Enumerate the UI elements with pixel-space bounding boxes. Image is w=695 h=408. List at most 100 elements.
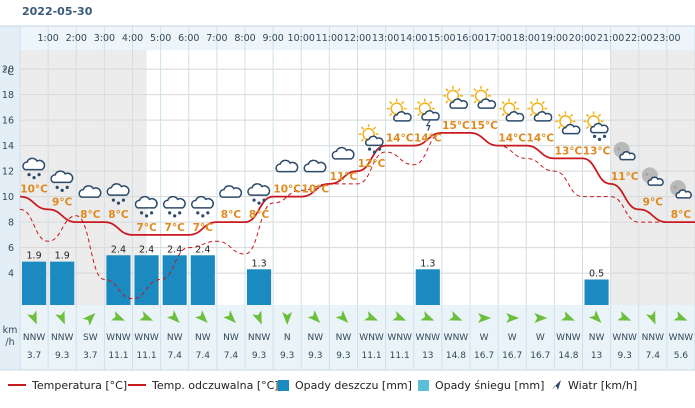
wind-direction: NW	[589, 333, 605, 343]
wind-unit-h: /h	[5, 337, 14, 348]
rain-bar	[247, 269, 272, 305]
y-axis-unit: °C	[3, 67, 15, 78]
temp-label: 8°C	[108, 209, 129, 221]
moon-crater	[645, 172, 649, 176]
legend-snow-label: Opady śniegu [mm]	[435, 378, 545, 392]
wind-arrow-shape	[110, 311, 125, 321]
wind-arrow-shape	[560, 311, 575, 321]
cloud-shape	[533, 111, 553, 122]
rain-drop	[377, 147, 382, 151]
hour-label: 23:00	[653, 33, 680, 44]
wind-speed: 9.3	[336, 351, 350, 361]
wind-speed: 7.4	[224, 351, 239, 361]
legend-snow-swatch	[418, 379, 429, 391]
wind-arrow-icon	[506, 313, 520, 323]
hour-label: 21:00	[597, 33, 624, 44]
cloud-shape	[590, 122, 609, 134]
rain-drop	[37, 173, 41, 177]
hour-label: 9:00	[262, 33, 283, 44]
temp-label: 13°C	[583, 145, 611, 157]
rain-drop	[55, 185, 59, 189]
rain-drop	[178, 211, 182, 215]
cloud-shape	[449, 98, 468, 109]
moon-cloud-icon	[613, 141, 636, 161]
temp-label: 11°C	[611, 171, 639, 183]
wind-direction: SW	[83, 333, 98, 343]
sun-ray	[485, 88, 489, 92]
cloud-rain-icon	[191, 195, 214, 218]
wind-arrow-icon	[27, 310, 37, 325]
legend-wind: Wiatr [km/h]	[550, 378, 637, 392]
wind-direction: NW	[167, 333, 183, 343]
hour-label: 16:00	[456, 33, 483, 44]
wind-speed: 9.3	[252, 351, 266, 361]
sun-cloud-icon	[555, 111, 581, 135]
cloud-shape	[331, 146, 355, 160]
legend-rain-swatch	[278, 379, 289, 391]
rain-drop	[121, 198, 126, 202]
feels-like-line	[19, 132, 695, 300]
wind-arrow-shape	[617, 311, 632, 321]
y-tick-label: 18	[2, 90, 14, 101]
cloud-shape	[393, 111, 412, 122]
wind-speed: 9.3	[308, 351, 322, 361]
sun-ray	[473, 100, 477, 104]
wind-arrow-icon	[55, 310, 65, 325]
wind-speed: 16.7	[530, 351, 550, 361]
wind-arrow-shape	[588, 310, 602, 323]
cloud-rain-icon	[50, 170, 74, 192]
wind-arrow-shape	[448, 311, 463, 321]
legend-snow: Opady śniegu [mm]	[418, 378, 544, 392]
wind-direction: NNW	[51, 333, 73, 343]
wind-arrow-icon	[617, 311, 632, 321]
wind-speed: 11.1	[137, 351, 157, 361]
temp-label: 7°C	[136, 222, 157, 234]
hour-label: 11:00	[316, 33, 343, 44]
hour-label: 14:00	[400, 33, 427, 44]
wind-arrow-icon	[335, 310, 349, 323]
sun-ray	[557, 113, 562, 117]
cloud-shape	[365, 135, 384, 147]
sun-ray	[389, 113, 393, 117]
wind-arrow-icon	[588, 310, 602, 323]
temp-label: 10°C	[302, 184, 330, 196]
hour-label: 5:00	[150, 33, 171, 44]
wind-arrow-icon	[645, 310, 656, 325]
temp-label: 8°C	[671, 209, 692, 221]
hour-label: 22:00	[625, 33, 652, 44]
rain-label: 1.9	[27, 251, 42, 262]
y-tick-label: 16	[2, 116, 14, 127]
cloud-shape	[191, 195, 214, 209]
wind-direction: WNW	[359, 333, 384, 343]
wind-speed: 11.1	[108, 351, 128, 361]
sun-ray	[457, 88, 461, 92]
y-tick-label: 6	[8, 243, 14, 254]
rain-bar	[415, 269, 440, 305]
wind-direction: WNW	[612, 333, 637, 343]
temp-label: 13°C	[555, 145, 583, 157]
legend-wind-arrow-icon	[551, 380, 561, 390]
temp-label: 10°C	[20, 184, 48, 196]
rain-drop	[65, 185, 69, 189]
hour-label: 8:00	[234, 33, 255, 44]
wind-speed: 13	[591, 351, 602, 361]
rain-label: 2.4	[195, 244, 210, 255]
sun-ray	[417, 113, 421, 117]
moon-crater	[617, 147, 621, 151]
rain-drop	[372, 150, 377, 154]
cloud-icon	[275, 159, 299, 173]
wind-arrow-icon	[166, 310, 180, 323]
wind-direction: WNW	[387, 333, 412, 343]
rain-drop	[32, 176, 36, 180]
wind-arrow-shape	[139, 311, 154, 321]
rain-label: 0.5	[589, 269, 604, 280]
hour-label: 12:00	[344, 33, 371, 44]
wind-arrow-shape	[392, 311, 407, 321]
cloud-shape	[505, 111, 525, 122]
cloud-shape	[477, 98, 497, 109]
sun-cloud-rain-icon	[358, 124, 384, 154]
cloud-icon	[78, 185, 102, 198]
legend-feels-like: Temp. odczuwalna [°C]	[128, 378, 279, 392]
wind-arrow-icon	[139, 311, 154, 321]
rain-drop	[252, 198, 256, 202]
